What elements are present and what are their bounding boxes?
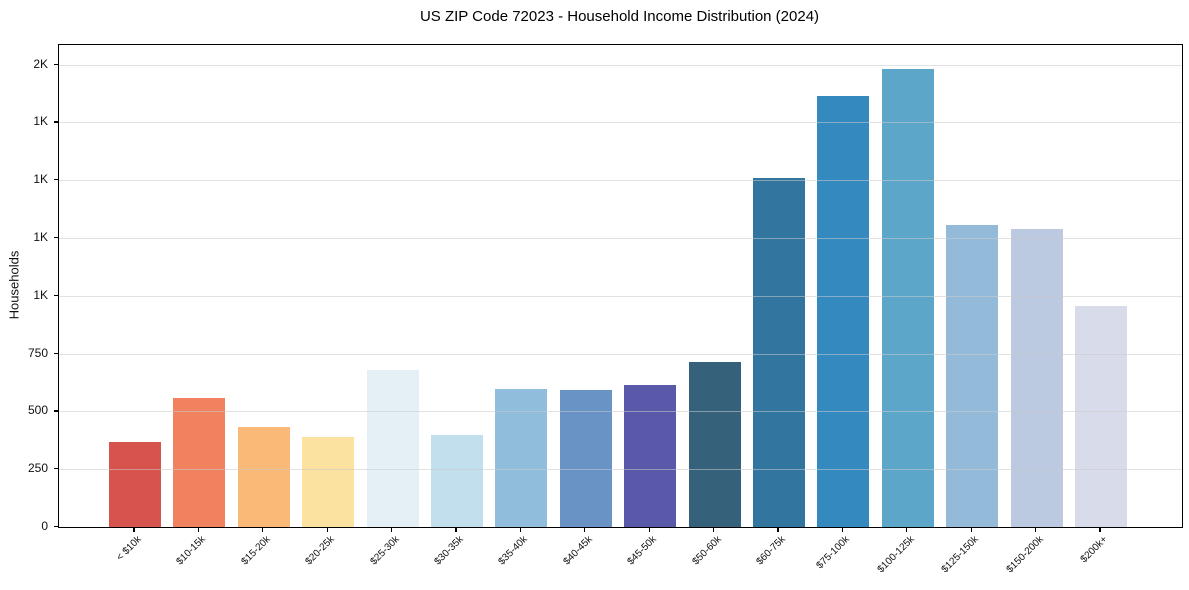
gridline bbox=[59, 295, 1182, 297]
bar-$50-60k bbox=[688, 361, 741, 527]
gridline bbox=[59, 469, 1182, 471]
y-tick-mark bbox=[54, 468, 58, 470]
y-tick-mark bbox=[54, 410, 58, 412]
x-tick-mark bbox=[841, 527, 843, 532]
gridline bbox=[59, 180, 1182, 182]
y-tick-label: 250 bbox=[27, 461, 48, 476]
x-tick-mark bbox=[197, 527, 199, 532]
x-tick-mark bbox=[455, 527, 457, 532]
x-tick-mark bbox=[906, 527, 908, 532]
chart-title: US ZIP Code 72023 - Household Income Dis… bbox=[419, 8, 820, 25]
y-tick-label: 500 bbox=[27, 403, 48, 418]
x-tick-mark bbox=[391, 527, 393, 532]
bar-$30-35k bbox=[431, 434, 483, 527]
x-tick-mark bbox=[519, 527, 521, 532]
bar-$15-20k bbox=[237, 426, 290, 527]
bar-$45-50k bbox=[624, 384, 677, 527]
y-tick-label: 1K bbox=[33, 172, 48, 187]
y-tick-mark bbox=[54, 352, 58, 354]
gridline bbox=[59, 411, 1182, 413]
bar-$25-30k bbox=[366, 369, 419, 527]
gridline bbox=[59, 353, 1182, 355]
x-tick-label: < $10k bbox=[114, 534, 144, 564]
x-tick-mark bbox=[970, 527, 972, 532]
y-tick-mark bbox=[54, 237, 58, 239]
x-tick-mark bbox=[584, 527, 586, 532]
y-tick-label: 2K bbox=[33, 56, 48, 71]
gridline bbox=[59, 64, 1182, 66]
y-tick-mark bbox=[54, 526, 58, 528]
bar-$20-25k bbox=[302, 436, 355, 527]
bar-$150-200k bbox=[1010, 229, 1063, 527]
gridline bbox=[59, 238, 1182, 239]
bar-$125-150k bbox=[946, 225, 999, 527]
bar-< $10k bbox=[109, 441, 161, 527]
y-tick-mark bbox=[54, 63, 58, 65]
x-tick-mark bbox=[1035, 527, 1037, 532]
y-tick-mark bbox=[54, 179, 58, 181]
bar-$200k+ bbox=[1075, 306, 1127, 527]
x-tick-mark bbox=[777, 527, 779, 532]
y-axis-label: Households bbox=[6, 250, 22, 320]
plot-area bbox=[58, 44, 1183, 528]
x-tick-mark bbox=[262, 527, 264, 532]
bar-$35-40k bbox=[495, 389, 548, 527]
bar-$40-45k bbox=[559, 389, 612, 527]
bar-$75-100k bbox=[817, 96, 870, 527]
y-tick-label: 1K bbox=[33, 114, 48, 129]
y-tick-label: 0 bbox=[41, 519, 48, 533]
bar-$60-75k bbox=[753, 177, 805, 527]
gridline bbox=[59, 122, 1182, 124]
y-tick-label: 1K bbox=[33, 287, 48, 302]
y-tick-mark bbox=[54, 121, 58, 123]
x-tick-mark bbox=[326, 527, 328, 532]
x-tick-mark bbox=[713, 527, 715, 532]
y-tick-label: 1K bbox=[33, 230, 48, 244]
bar-$10-15k bbox=[173, 398, 226, 527]
y-tick-label: 750 bbox=[27, 345, 48, 360]
y-tick-mark bbox=[54, 294, 58, 296]
x-tick-mark bbox=[1099, 527, 1101, 532]
x-tick-mark bbox=[133, 527, 135, 532]
bar-$100-125k bbox=[881, 69, 934, 527]
x-tick-mark bbox=[648, 527, 650, 532]
